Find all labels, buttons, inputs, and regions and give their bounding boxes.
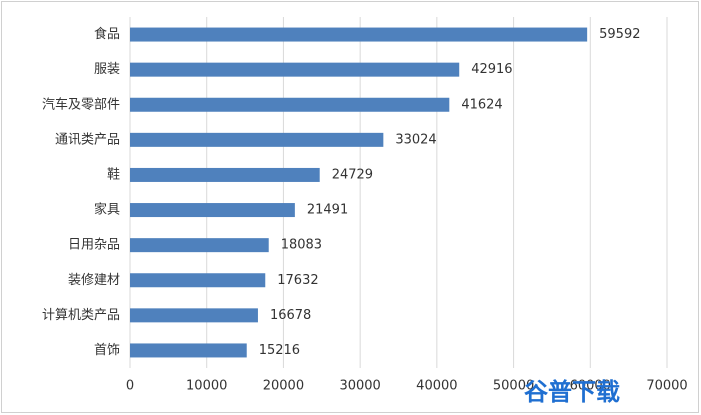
data-label: 33024: [395, 132, 436, 147]
bar: [130, 343, 247, 358]
x-tick-label: 60000: [570, 379, 611, 394]
bar: [130, 308, 258, 323]
bar: [130, 238, 269, 253]
y-tick-label: 汽车及零部件: [42, 96, 120, 112]
bar: [130, 167, 320, 182]
bar: [130, 273, 266, 288]
y-tick-label: 通讯类产品: [55, 132, 120, 147]
data-label: 17632: [277, 273, 318, 288]
bar: [130, 62, 460, 77]
x-tick-label: 30000: [339, 379, 380, 394]
y-tick-label: 日用杂品: [68, 238, 120, 253]
y-tick-label: 首饰: [94, 343, 120, 358]
x-tick-label: 50000: [493, 379, 534, 394]
watermark: 谷普下载: [524, 378, 620, 406]
data-label: 18083: [281, 238, 322, 253]
y-tick-label: 装修建材: [68, 273, 120, 288]
x-tick-label: 0: [126, 379, 134, 394]
data-label: 15216: [259, 343, 300, 358]
data-label: 16678: [270, 308, 311, 323]
x-tick-label: 20000: [263, 379, 304, 394]
data-label: 41624: [461, 97, 502, 112]
y-tick-label: 食品: [94, 26, 120, 42]
y-tick-label: 家具: [94, 202, 120, 218]
data-label: 24729: [332, 167, 373, 182]
bar: [130, 27, 588, 42]
y-tick-label: 鞋: [107, 166, 120, 182]
y-tick-label: 服装: [94, 62, 120, 77]
y-tick-label: 计算机类产品: [42, 308, 120, 323]
bar: [130, 203, 295, 218]
x-tick-label: 70000: [646, 379, 687, 394]
x-tick-label: 10000: [186, 379, 227, 394]
data-label: 21491: [307, 203, 348, 218]
data-label: 59592: [599, 27, 640, 42]
bar: [130, 132, 384, 147]
x-tick-label: 40000: [416, 379, 457, 394]
bar: [130, 97, 450, 112]
data-label: 42916: [471, 62, 512, 77]
